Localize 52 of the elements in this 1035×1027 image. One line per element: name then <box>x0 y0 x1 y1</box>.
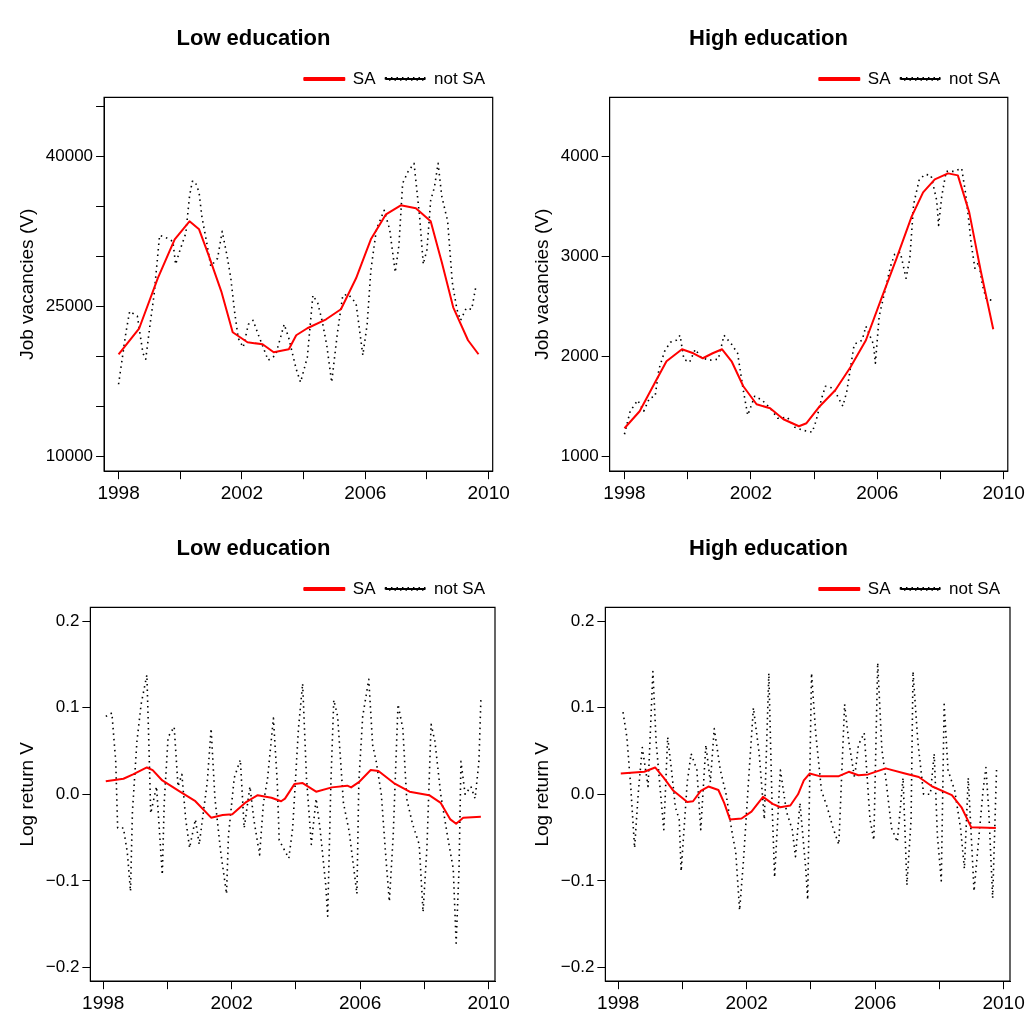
y-tick-label: 0.0 <box>570 783 595 803</box>
x-tick-label: 2006 <box>856 481 899 503</box>
x-tick-label: 2010 <box>467 481 510 503</box>
y-tick-label: 10000 <box>45 445 94 465</box>
x-tick-label: 2010 <box>982 481 1025 503</box>
x-tick-label: 2006 <box>344 481 387 503</box>
x-tick-label: 1998 <box>97 481 140 503</box>
legend-label: not SA <box>433 578 486 598</box>
y-tick-label: −0.1 <box>560 870 595 890</box>
y-tick-label: 1000 <box>560 445 599 465</box>
y-tick-label: 25000 <box>45 295 94 315</box>
line-series <box>117 162 477 386</box>
legend-label: SA <box>867 68 892 88</box>
x-tick-label: 2006 <box>338 991 382 1013</box>
legend-label: not SA <box>433 68 486 88</box>
x-tick-label: 2002 <box>729 481 773 503</box>
y-tick-label: 4000 <box>560 146 599 166</box>
x-tick-label: 2010 <box>467 991 510 1013</box>
y-tick-label: 0.1 <box>570 697 595 717</box>
x-tick-label: 2010 <box>982 991 1025 1013</box>
x-tick-label: 1998 <box>603 481 646 503</box>
x-tick-label: 2006 <box>853 991 897 1013</box>
y-tick-label: −0.2 <box>560 957 595 977</box>
y-tick-label: −0.1 <box>45 870 80 890</box>
chart-title: High education <box>689 535 848 561</box>
legend-label: not SA <box>948 578 1001 598</box>
y-tick-label: 2000 <box>560 345 599 365</box>
y-axis-title: Log return V <box>15 741 37 847</box>
x-tick-label: 1998 <box>82 991 125 1013</box>
y-tick-label: 0.2 <box>570 610 595 630</box>
chart-title: Low education <box>176 535 331 561</box>
line-series <box>622 661 998 912</box>
legend-label: not SA <box>948 68 1001 88</box>
y-axis-title: Job vacancies (V) <box>15 208 37 360</box>
legend-label: SA <box>352 578 377 598</box>
legend-label: SA <box>352 68 377 88</box>
y-tick-label: 40000 <box>45 146 94 166</box>
x-tick-label: 2002 <box>725 991 768 1013</box>
x-tick-label: 1998 <box>597 991 640 1013</box>
line-series <box>104 674 482 944</box>
y-tick-label: 0.0 <box>55 783 80 803</box>
legend-label: SA <box>867 578 892 598</box>
chart-title: Low education <box>176 25 331 51</box>
y-tick-label: 0.2 <box>55 610 80 630</box>
y-tick-label: 3000 <box>560 246 599 265</box>
x-tick-label: 2002 <box>220 481 264 503</box>
y-tick-label: 0.1 <box>55 697 80 717</box>
y-tick-label: −0.2 <box>45 957 80 977</box>
x-tick-label: 2002 <box>210 991 253 1013</box>
y-axis-title: Log return V <box>530 741 552 847</box>
chart-title: High education <box>689 25 848 51</box>
y-axis-title: Job vacancies (V) <box>530 208 552 360</box>
